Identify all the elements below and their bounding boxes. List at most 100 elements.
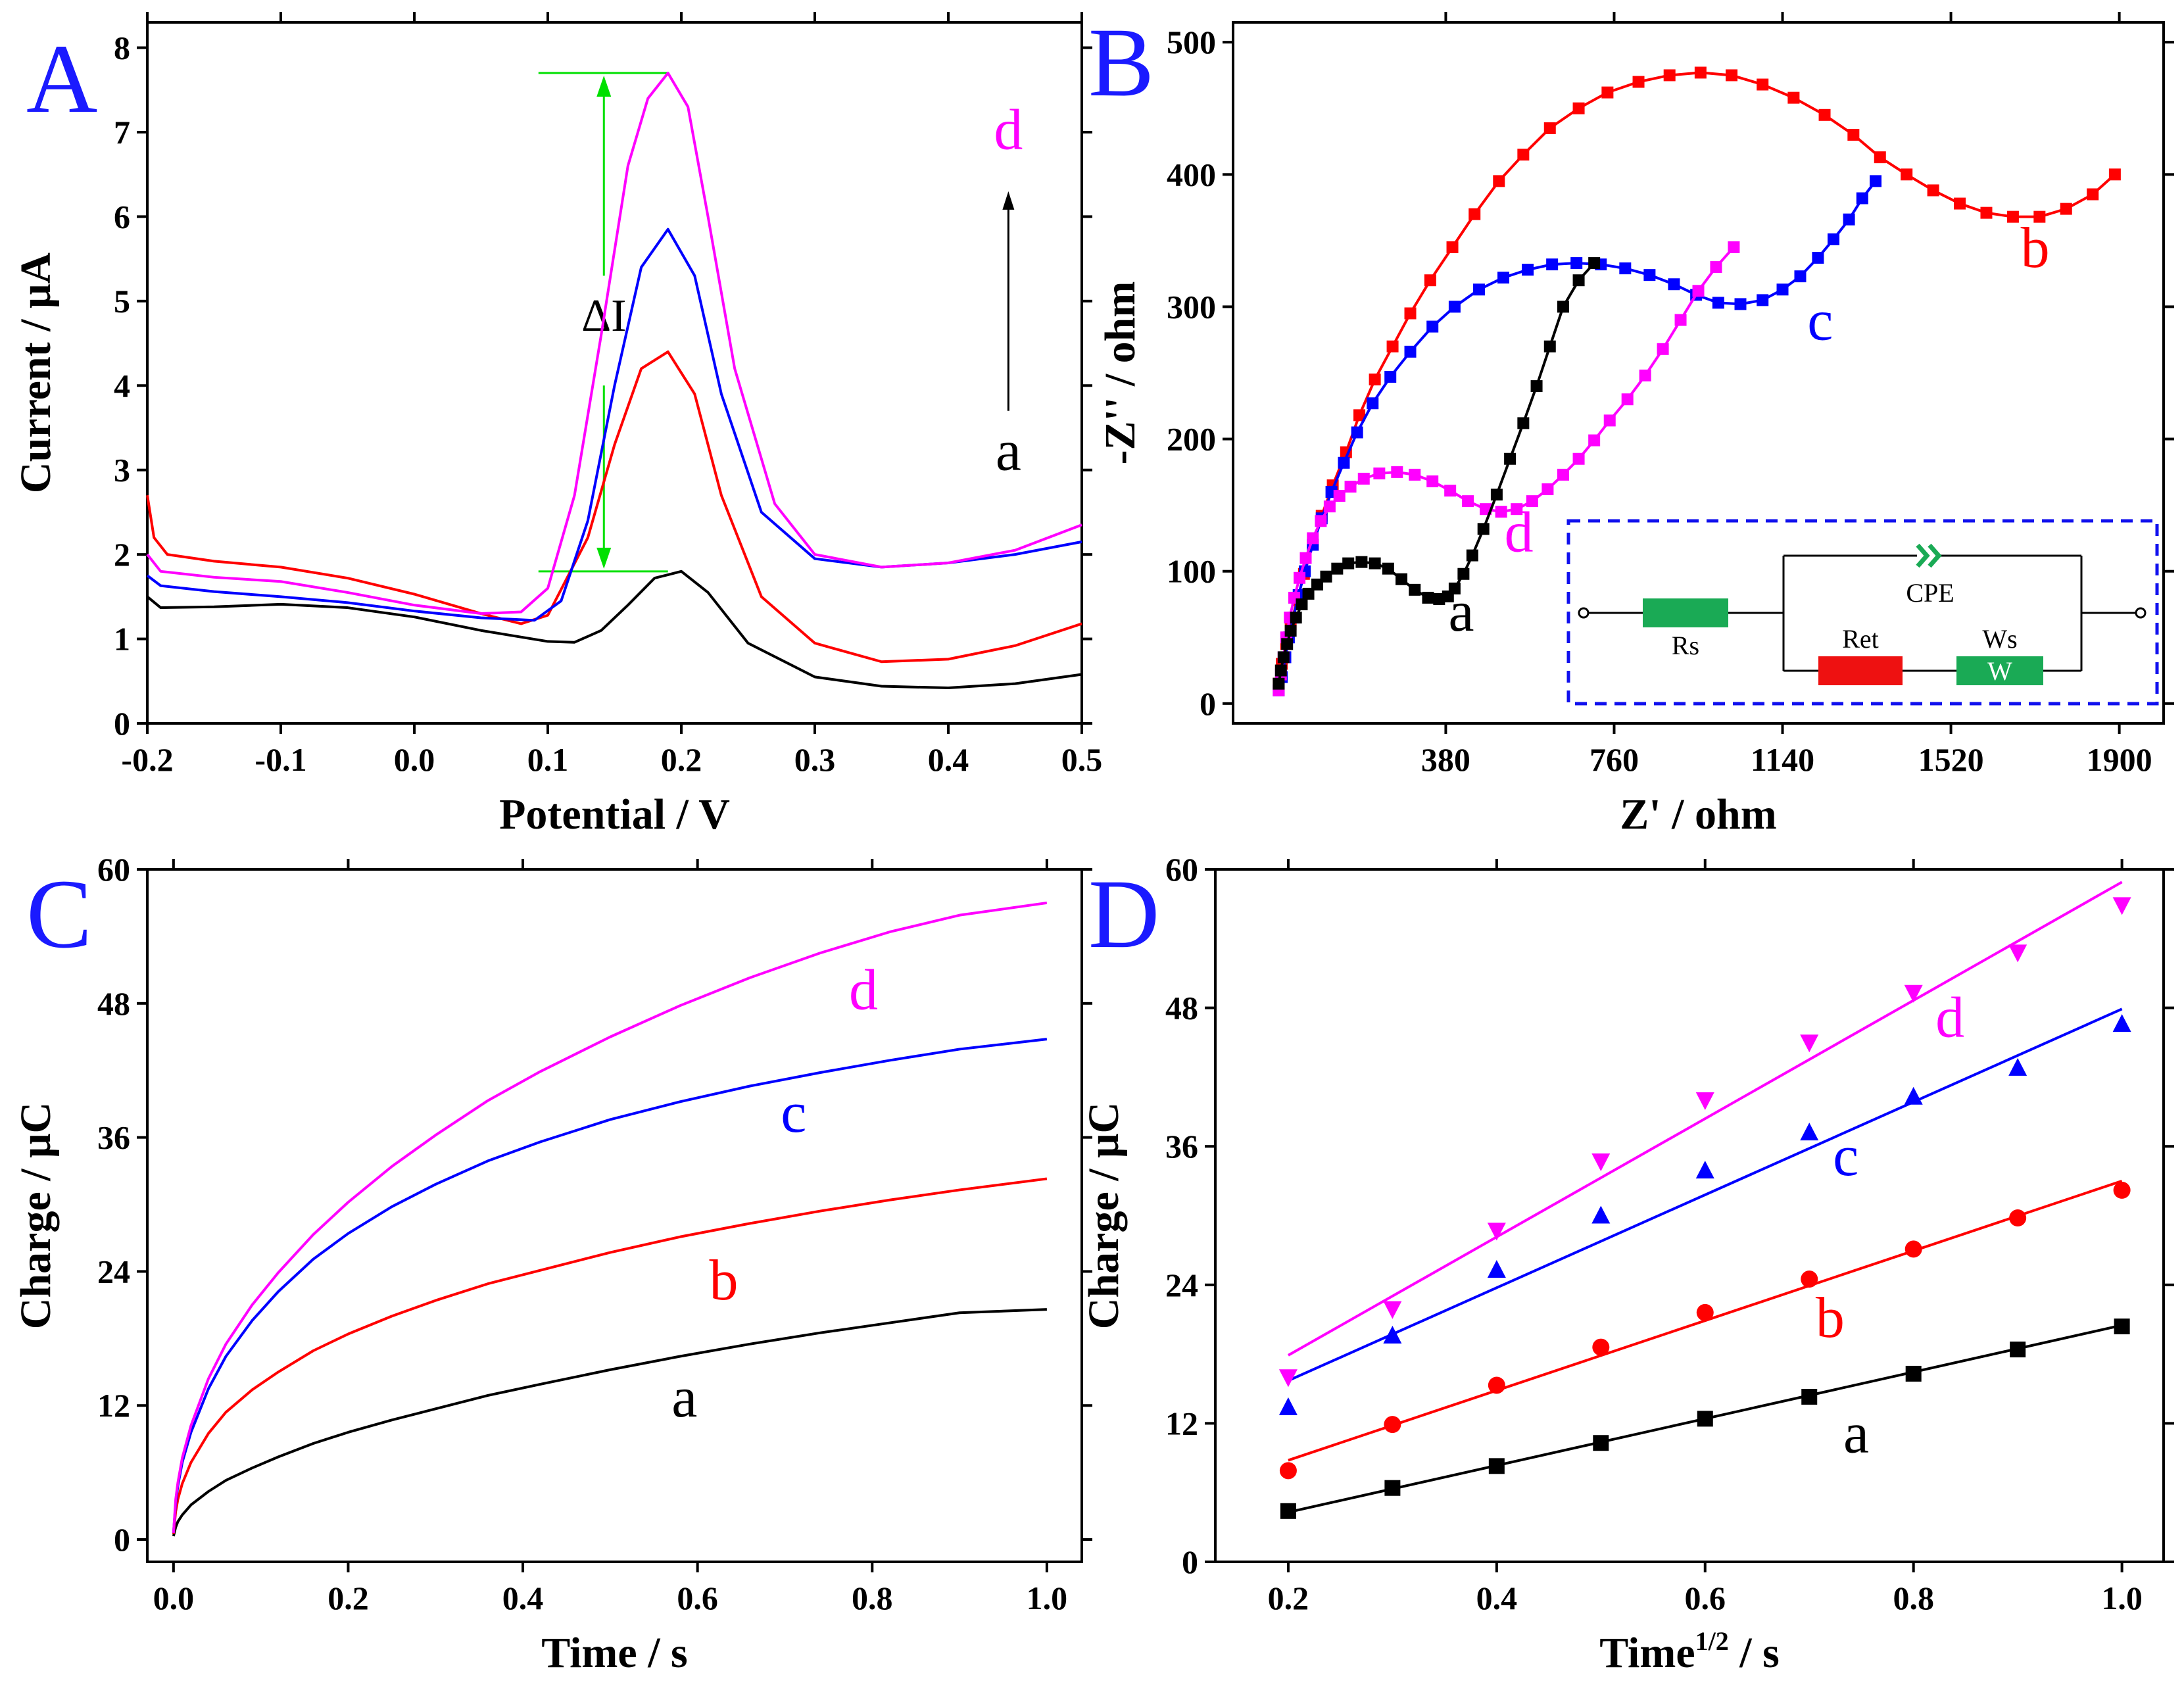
data-point-c xyxy=(1794,270,1807,283)
data-point-b xyxy=(1874,151,1886,164)
y-tick-label: 12 xyxy=(97,1387,130,1424)
marker-circle xyxy=(1488,1376,1505,1394)
panel-letter: C xyxy=(26,860,92,969)
plot-frame xyxy=(1214,868,2165,1563)
curve-label-b: b xyxy=(2021,216,2050,280)
data-point-a xyxy=(1290,612,1302,624)
marker-triangle-down xyxy=(1695,1092,1714,1110)
data-point-b xyxy=(1446,241,1459,253)
y-tick-label: 7 xyxy=(114,114,130,151)
data-point-d xyxy=(1511,503,1523,516)
series-line-a xyxy=(172,1308,1047,1537)
data-point-c xyxy=(1828,233,1840,245)
panel-letter: A xyxy=(26,24,97,133)
y-axis-title: Current / μA xyxy=(12,253,60,493)
data-point-d xyxy=(1710,261,1722,274)
data-point-a xyxy=(1369,557,1381,569)
delta-arrowhead-down xyxy=(596,547,612,569)
panel-A: -0.2 -0.1 0.0 0.1 0.2 0.3 0.4 0.5 0 1 2 3 4 5 6 7 8 Poten… xyxy=(12,12,1102,838)
y-tick-label: 24 xyxy=(97,1253,130,1290)
y-tick-label: 3 xyxy=(114,452,130,489)
marker-triangle-down xyxy=(2008,944,2027,963)
x-tick-label: 0.2 xyxy=(661,741,702,778)
marker-circle xyxy=(1905,1240,1922,1258)
marker-square xyxy=(1280,1503,1296,1519)
curve-label-c: c xyxy=(1833,1125,1858,1188)
data-point-b xyxy=(1353,409,1366,422)
data-point-c xyxy=(1546,258,1559,271)
y-tick-label: 400 xyxy=(1167,156,1216,193)
data-point-b xyxy=(1847,128,1860,141)
data-point-a xyxy=(1543,340,1556,352)
data-point-a xyxy=(1572,274,1585,287)
panel-C: 0.0 0.2 0.4 0.6 0.8 1.0 0 12 24 36 48 60 Time / s Cha… xyxy=(12,851,1092,1677)
label-rs: Rs xyxy=(1672,631,1699,660)
data-point-b xyxy=(1386,340,1399,352)
plot-frame xyxy=(146,868,1083,1563)
data-point-a xyxy=(1331,562,1344,575)
marker-circle xyxy=(1801,1271,1818,1288)
x-axis-title: Time / s xyxy=(541,1629,687,1677)
label-ret: Ret xyxy=(1842,624,1879,654)
marker-square xyxy=(1593,1435,1609,1451)
data-point-c xyxy=(1570,257,1583,270)
data-point-b xyxy=(1468,208,1481,220)
curve-label-c: c xyxy=(1807,289,1833,353)
y-axis-title: -Z'' / ohm xyxy=(1096,281,1144,465)
x-tick-label: -0.2 xyxy=(121,741,173,778)
y-tick-label: 48 xyxy=(1165,990,1198,1027)
data-point-a xyxy=(1422,591,1434,604)
data-point-c xyxy=(1643,269,1656,281)
x-tick-label: 1.0 xyxy=(2101,1580,2143,1616)
marker-circle xyxy=(1696,1303,1714,1321)
y-tick-label: 36 xyxy=(1165,1128,1198,1165)
data-point-c xyxy=(1776,283,1789,296)
curve-label-a: a xyxy=(671,1366,697,1430)
resistor-rs xyxy=(1643,598,1728,627)
data-point-b xyxy=(1726,69,1738,82)
data-point-b xyxy=(2087,188,2099,201)
data-point-b xyxy=(1954,197,1966,210)
data-point-a xyxy=(1296,598,1308,610)
data-point-d xyxy=(1344,480,1357,493)
series-line-d xyxy=(172,901,1048,1533)
data-point-b xyxy=(1901,168,1913,181)
series-line-b xyxy=(146,350,1082,664)
data-point-b xyxy=(1493,175,1505,187)
x-tick-label: 0.6 xyxy=(677,1580,718,1616)
x-tick-label: 0.4 xyxy=(928,741,969,778)
marker-circle xyxy=(2113,1181,2131,1199)
data-point-d xyxy=(1621,393,1634,406)
y-tick-label: 0 xyxy=(1182,1543,1198,1580)
data-point-b xyxy=(1404,307,1417,320)
series-line-c xyxy=(146,228,1082,622)
x-axis-title: Potential / V xyxy=(499,790,730,838)
y-axis-title: Charge / μC xyxy=(1080,1102,1128,1329)
data-point-b xyxy=(1424,274,1436,287)
data-point-c xyxy=(1870,175,1882,187)
series-line-c xyxy=(172,1038,1048,1533)
data-point-d xyxy=(1572,452,1585,465)
panel-letter: B xyxy=(1088,8,1154,117)
marker-triangle-up xyxy=(1800,1123,1819,1141)
curve-label-a: a xyxy=(1843,1401,1869,1465)
x-tick-label: 0.4 xyxy=(1476,1580,1518,1616)
data-point-c xyxy=(1668,278,1680,291)
data-point-b xyxy=(1818,109,1831,121)
data-point-a xyxy=(1277,651,1290,664)
data-point-b xyxy=(2006,210,2019,223)
data-point-d xyxy=(1603,414,1616,427)
y-tick-label: 2 xyxy=(114,536,130,573)
x-tick-label: 0.2 xyxy=(1268,1580,1309,1616)
data-point-b xyxy=(1543,122,1556,134)
y-tick-label: 12 xyxy=(1165,1405,1198,1442)
trend-arrow-head xyxy=(1002,191,1015,210)
y-tick-label: 36 xyxy=(97,1119,130,1156)
cpe-chevron-1 xyxy=(1916,543,1930,568)
x-tick-label: -0.1 xyxy=(255,741,306,778)
data-point-a xyxy=(1342,557,1355,569)
y-tick-label: 300 xyxy=(1167,288,1216,325)
data-point-a xyxy=(1466,549,1478,562)
curve-label-d: d xyxy=(849,958,878,1022)
x-axis-title-unit: / s xyxy=(1729,1629,1780,1677)
